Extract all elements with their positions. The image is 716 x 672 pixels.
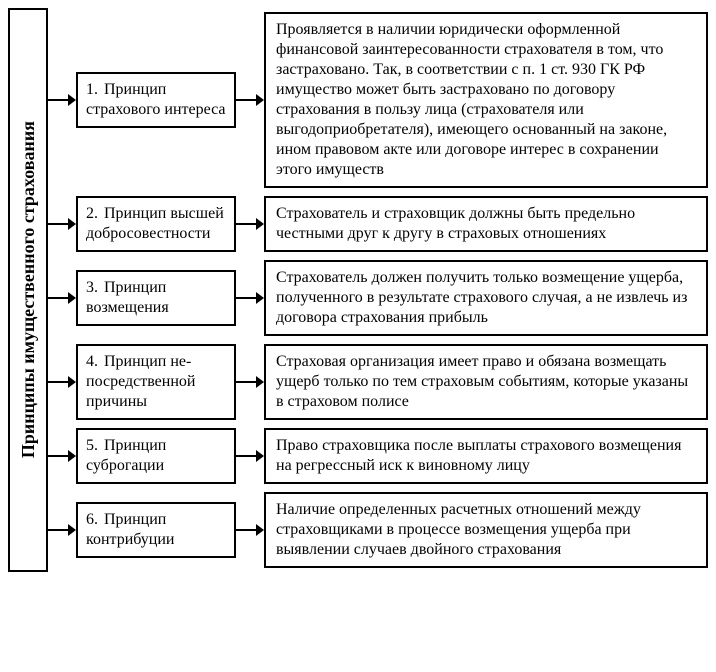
principle-name: Принцип страхового интереса: [86, 81, 226, 118]
description-box: Проявляется в наличии юридически оформле…: [264, 12, 708, 188]
rows-container: 1.Принцип страхового интереса Проявляетс…: [48, 8, 708, 572]
principle-text: 1.Принцип страхового интереса: [86, 80, 226, 120]
principle-text: 4.Принцип не­посредствен­ной причины: [86, 352, 226, 412]
root-title-box: Принципы имущественного страхования: [8, 8, 48, 572]
row: 5.Принцип суброгации Право страховщика п…: [48, 428, 708, 484]
arrow-icon: [236, 91, 264, 109]
arrow-icon: [236, 521, 264, 539]
principle-box: 5.Принцип суброгации: [76, 428, 236, 484]
arrow-icon: [48, 91, 76, 109]
principle-name: Принцип выс­шей добросо­вестности: [86, 205, 224, 242]
principle-num: 6.: [86, 511, 98, 528]
description-box: Наличие определенных расчетных отношений…: [264, 492, 708, 568]
description-box: Страхователь должен получить только возм…: [264, 260, 708, 336]
arrow-icon: [236, 215, 264, 233]
arrow-icon: [236, 289, 264, 307]
principle-name: Принцип возмещения: [86, 279, 169, 316]
arrow-icon: [236, 373, 264, 391]
principle-name: Принцип суброгации: [86, 437, 166, 474]
arrow-icon: [48, 373, 76, 391]
principle-name: Принцип не­посредствен­ной причины: [86, 353, 195, 410]
principle-box: 4.Принцип не­посредствен­ной причины: [76, 344, 236, 420]
principle-text: 2.Принцип выс­шей добросо­вестности: [86, 204, 226, 244]
row: 1.Принцип страхового интереса Проявляетс…: [48, 12, 708, 188]
principle-box: 3.Принцип возмещения: [76, 270, 236, 326]
principle-name: Принцип контрибуции: [86, 511, 175, 548]
row: 2.Принцип выс­шей добросо­вестности Стра…: [48, 196, 708, 252]
principle-num: 2.: [86, 205, 98, 222]
row: 6.Принцип контрибуции Наличие определенн…: [48, 492, 708, 568]
description-box: Страхователь и страховщик должны быть пр…: [264, 196, 708, 252]
row: 4.Принцип не­посредствен­ной причины Стр…: [48, 344, 708, 420]
principle-box: 6.Принцип контрибуции: [76, 502, 236, 558]
description-box: Право страховщика после выплаты страхово…: [264, 428, 708, 484]
principle-box: 2.Принцип выс­шей добросо­вестности: [76, 196, 236, 252]
principle-text: 3.Принцип возмещения: [86, 278, 226, 318]
principle-num: 3.: [86, 279, 98, 296]
root-title: Принципы имущественного страхования: [18, 121, 39, 458]
arrow-icon: [236, 447, 264, 465]
arrow-icon: [48, 447, 76, 465]
row: 3.Принцип возмещения Страхователь должен…: [48, 260, 708, 336]
arrow-icon: [48, 521, 76, 539]
principle-box: 1.Принцип страхового интереса: [76, 72, 236, 128]
principle-text: 6.Принцип контрибуции: [86, 510, 226, 550]
principle-num: 5.: [86, 437, 98, 454]
description-box: Страховая организация имеет право и обяз…: [264, 344, 708, 420]
arrow-icon: [48, 289, 76, 307]
principle-text: 5.Принцип суброгации: [86, 436, 226, 476]
principle-num: 1.: [86, 81, 98, 98]
principle-num: 4.: [86, 353, 98, 370]
arrow-icon: [48, 215, 76, 233]
diagram-root: Принципы имущественного страхования 1.Пр…: [8, 8, 708, 572]
